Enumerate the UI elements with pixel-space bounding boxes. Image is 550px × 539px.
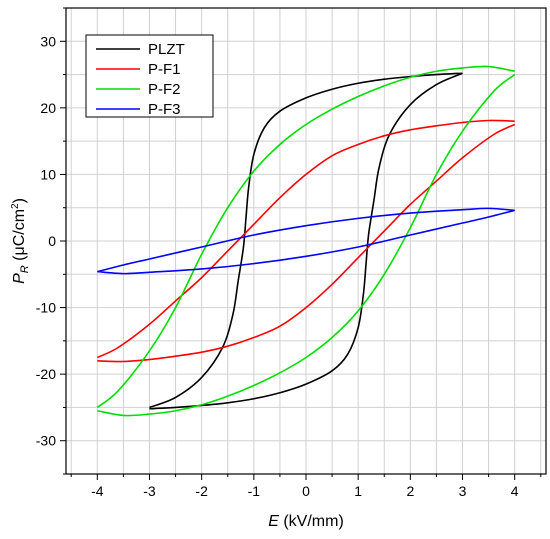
x-tick-label: 3 [459, 483, 467, 499]
legend-label-p-f2: P-F2 [148, 81, 181, 98]
x-tick-label: 4 [511, 483, 519, 499]
x-tick-label: 2 [406, 483, 414, 499]
series-p-f1-lower-branch [97, 123, 516, 363]
x-tick-label: 0 [302, 483, 310, 499]
series-p-f2-upper-branch [96, 65, 515, 409]
axis-ticks [60, 7, 542, 480]
y-axis-title: PR (μC/cm2) [10, 198, 31, 284]
x-tick-label: -4 [91, 483, 104, 499]
x-tick-labels: -4 -3 -2 -1 0 1 2 3 4 [91, 483, 519, 499]
y-tick-label: -30 [36, 433, 56, 449]
y-tick-label: -20 [36, 366, 56, 382]
legend: PLZT P-F1 P-F2 P-F3 [85, 34, 214, 118]
y-tick-label: 0 [48, 233, 56, 249]
legend-label-plzt: PLZT [148, 41, 185, 58]
x-tick-label: -2 [195, 483, 208, 499]
x-tick-label: -3 [143, 483, 156, 499]
series-p-f2-lower-branch [97, 73, 516, 417]
series-curves [96, 65, 516, 417]
y-tick-labels: -30 -20 -10 0 10 20 30 [36, 33, 56, 448]
legend-label-p-f1: P-F1 [148, 61, 181, 78]
x-axis-title: E (kV/mm) [268, 513, 344, 530]
y-tick-label: 20 [40, 100, 56, 116]
y-tick-label: 10 [40, 166, 56, 182]
y-tick-label: -10 [36, 300, 56, 316]
series-p-f1-upper-branch [96, 119, 515, 359]
y-tick-label: 30 [40, 33, 56, 49]
legend-label-p-f3: P-F3 [148, 101, 181, 118]
x-tick-label: 1 [354, 483, 362, 499]
series-p-f3-lower-branch [97, 209, 515, 275]
x-tick-label: -1 [248, 483, 261, 499]
series-p-f3-upper-branch [97, 207, 515, 273]
